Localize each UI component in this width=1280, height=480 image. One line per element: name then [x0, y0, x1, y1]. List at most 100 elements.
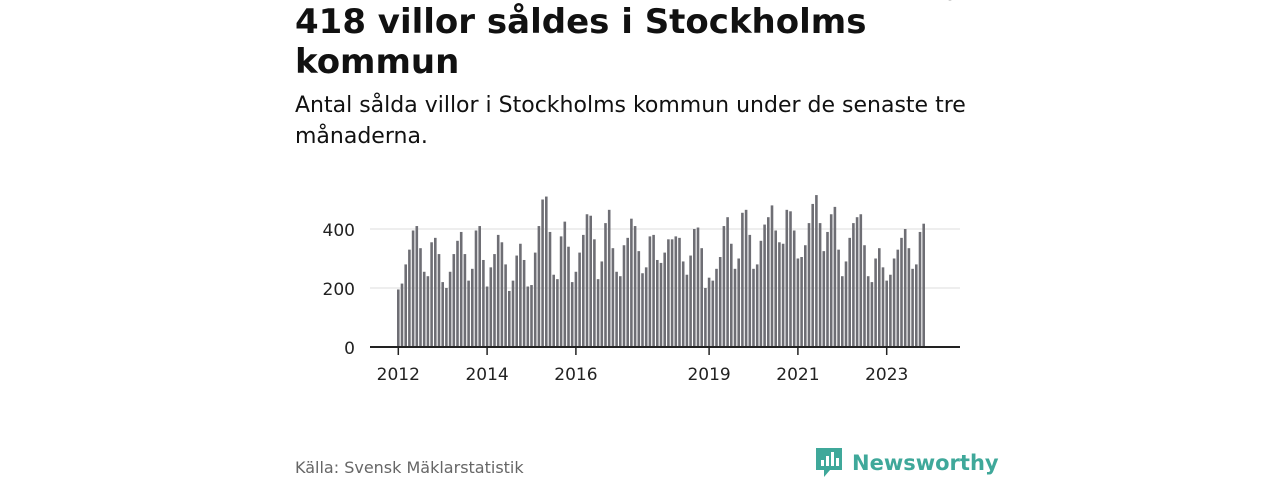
- bar: [426, 276, 430, 347]
- bar: [600, 261, 604, 347]
- bar: [907, 248, 911, 347]
- bar: [430, 242, 433, 347]
- bar: [718, 257, 722, 347]
- bar: [615, 271, 618, 347]
- newsworthy-logo[interactable]: Newsworthy: [814, 446, 999, 480]
- bar: [515, 255, 518, 347]
- bar: [559, 236, 563, 348]
- bar: [630, 218, 633, 347]
- bar: [696, 227, 700, 347]
- data-label: 418: [921, 0, 955, 5]
- bar: [589, 215, 592, 347]
- bar: [670, 239, 674, 347]
- bar: [874, 258, 877, 347]
- bar: [567, 246, 570, 347]
- bar: [781, 243, 785, 347]
- bar: [415, 226, 419, 347]
- bar: [552, 274, 555, 347]
- bar: [441, 282, 444, 347]
- bar: [774, 230, 777, 347]
- bar: [596, 279, 600, 347]
- bar: [474, 230, 478, 347]
- brand-name: Newsworthy: [852, 451, 999, 475]
- bar: [852, 223, 855, 347]
- bar: [792, 230, 796, 347]
- bar: [641, 273, 644, 347]
- bar: [693, 229, 696, 347]
- bar: [878, 248, 881, 347]
- bar: [656, 259, 659, 347]
- bar: [807, 223, 811, 347]
- bar: [804, 245, 807, 347]
- bar: [648, 236, 652, 348]
- source-note: Källa: Svensk Mäklarstatistik: [295, 458, 524, 477]
- bar: [892, 258, 896, 347]
- bar: [448, 271, 452, 347]
- bar: [733, 268, 737, 347]
- bar: [574, 271, 578, 347]
- bar: [434, 237, 437, 347]
- bar: [903, 229, 907, 347]
- bar: [408, 249, 411, 347]
- bar: [626, 237, 629, 347]
- bar: [445, 288, 448, 347]
- bar: [826, 231, 829, 347]
- bar: [471, 268, 474, 347]
- bar: [767, 217, 770, 347]
- x-tick-label: 2021: [776, 365, 819, 385]
- bar: [800, 257, 803, 347]
- bar: [674, 236, 678, 348]
- bar: [652, 234, 655, 347]
- bar: [485, 286, 489, 347]
- bar: [556, 279, 559, 347]
- x-tick-label: 2023: [865, 365, 908, 385]
- bar: [633, 226, 637, 347]
- bar: [493, 254, 496, 347]
- bar: [578, 252, 581, 347]
- bar: [463, 254, 467, 347]
- bar: [604, 223, 607, 347]
- bar: [763, 224, 766, 347]
- bar: [755, 264, 759, 347]
- bar: [748, 234, 752, 347]
- bar: [437, 254, 441, 347]
- bar: [397, 289, 400, 347]
- bar: [833, 206, 837, 348]
- bar: [678, 237, 681, 347]
- bar: [789, 211, 792, 347]
- bar: [711, 280, 715, 348]
- bar: [548, 231, 552, 347]
- bar: [530, 285, 533, 347]
- bar: [866, 276, 870, 347]
- bar: [482, 259, 485, 347]
- bar: [815, 195, 818, 347]
- bar: [637, 251, 641, 348]
- bar: [541, 199, 544, 347]
- bar: [459, 231, 463, 347]
- bar: [881, 267, 885, 347]
- x-tick-label: 2014: [465, 365, 508, 385]
- bar: [922, 223, 925, 347]
- bar: [452, 254, 456, 347]
- bar-chart-icon: [816, 448, 842, 477]
- bar: [622, 245, 626, 347]
- bar: [722, 226, 726, 347]
- bar: [607, 209, 611, 347]
- bar: [681, 261, 685, 347]
- bar: [855, 217, 859, 347]
- bar: [730, 243, 733, 347]
- bar: [504, 264, 507, 347]
- bar: [885, 280, 888, 348]
- bar: [611, 248, 615, 347]
- bar: [778, 242, 781, 347]
- bar: [915, 264, 918, 347]
- bar: [848, 237, 851, 347]
- bar: [889, 274, 892, 347]
- bar: [685, 274, 689, 347]
- bar: [818, 223, 822, 347]
- y-tick-label: 0: [344, 339, 355, 359]
- bar: [489, 267, 493, 347]
- bar: [741, 212, 744, 347]
- bar: [811, 203, 814, 347]
- bar: [570, 282, 574, 347]
